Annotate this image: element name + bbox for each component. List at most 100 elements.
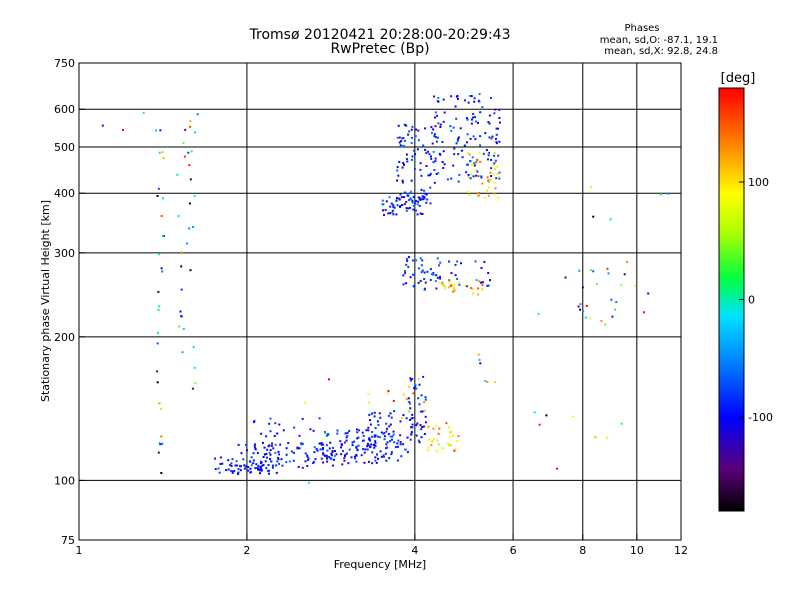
data-point: [433, 95, 436, 98]
data-point: [421, 410, 424, 413]
data-point: [410, 179, 413, 182]
data-point: [409, 379, 412, 382]
data-point: [235, 464, 238, 467]
data-point: [374, 427, 377, 430]
data-point: [415, 128, 418, 131]
data-point: [322, 447, 324, 450]
data-point: [192, 225, 195, 228]
phases-o-stats: mean, sd,O: -87.1, 19.1: [600, 35, 718, 46]
data-point: [428, 438, 431, 441]
data-point: [456, 140, 459, 143]
data-point: [267, 470, 270, 472]
data-point: [378, 412, 381, 415]
data-point: [158, 151, 161, 154]
data-point: [494, 187, 497, 190]
data-point: [466, 133, 469, 136]
data-point: [278, 423, 281, 426]
data-point: [276, 460, 279, 463]
data-point: [274, 422, 277, 425]
data-point: [269, 430, 272, 433]
data-point: [484, 197, 486, 200]
data-point: [269, 453, 272, 456]
data-point: [244, 465, 247, 468]
data-point: [478, 100, 481, 103]
data-point: [326, 460, 329, 463]
data-point: [457, 153, 460, 156]
data-point: [259, 466, 262, 469]
data-point: [249, 471, 252, 474]
data-point: [376, 435, 379, 438]
data-point: [390, 438, 393, 441]
data-point: [363, 461, 366, 464]
data-point: [122, 128, 124, 131]
data-point: [292, 451, 295, 454]
data-point: [384, 208, 387, 211]
data-point: [268, 422, 271, 425]
data-point: [419, 168, 422, 171]
data-point: [282, 429, 285, 432]
data-point: [469, 160, 472, 163]
data-point: [493, 152, 496, 155]
data-point: [425, 193, 428, 196]
data-point: [411, 413, 414, 416]
data-point: [417, 196, 420, 199]
data-point: [260, 432, 263, 435]
data-point: [481, 106, 484, 109]
data-point: [444, 287, 446, 290]
data-point: [611, 315, 614, 318]
data-point: [405, 209, 408, 212]
data-point: [353, 455, 356, 458]
data-point: [390, 202, 393, 205]
data-point: [418, 441, 421, 444]
data-point: [457, 138, 459, 141]
data-point: [498, 108, 501, 111]
data-point: [442, 284, 445, 287]
data-point: [237, 471, 240, 474]
data-point: [155, 129, 158, 132]
data-point: [396, 204, 399, 207]
colorbar-ticks: -100 0 100: [739, 176, 773, 424]
data-point: [450, 129, 453, 132]
data-point: [480, 176, 483, 179]
data-point: [382, 209, 384, 212]
data-point: [307, 459, 309, 461]
data-point: [377, 423, 380, 426]
data-point: [415, 424, 418, 427]
data-point: [189, 202, 191, 205]
data-point: [391, 209, 394, 212]
data-point: [466, 163, 469, 166]
data-point: [430, 157, 433, 160]
data-point: [409, 190, 412, 193]
data-point: [268, 472, 270, 475]
data-point: [389, 212, 392, 215]
data-point: [477, 293, 480, 296]
data-point: [418, 383, 421, 386]
data-point: [388, 196, 391, 199]
data-point: [417, 200, 420, 203]
data-point: [407, 265, 410, 268]
data-point: [468, 153, 471, 156]
data-point: [488, 181, 491, 183]
data-point: [274, 451, 277, 454]
data-point: [615, 301, 618, 304]
data-point: [402, 274, 405, 277]
data-point: [194, 382, 197, 385]
data-point: [403, 163, 405, 166]
phases-heading: Phases: [624, 23, 659, 34]
data-point: [426, 198, 429, 201]
data-point: [405, 153, 408, 156]
data-point: [180, 265, 183, 268]
data-point: [481, 288, 484, 291]
data-point: [373, 435, 376, 438]
data-point: [234, 464, 237, 467]
data-point: [481, 281, 484, 284]
data-point: [373, 411, 376, 414]
data-point: [410, 128, 413, 131]
data-point: [360, 454, 363, 457]
data-point: [396, 197, 398, 199]
data-point: [487, 158, 489, 161]
data-point: [647, 292, 650, 295]
data-point: [161, 151, 164, 154]
data-point: [480, 175, 483, 178]
data-point: [495, 127, 498, 130]
